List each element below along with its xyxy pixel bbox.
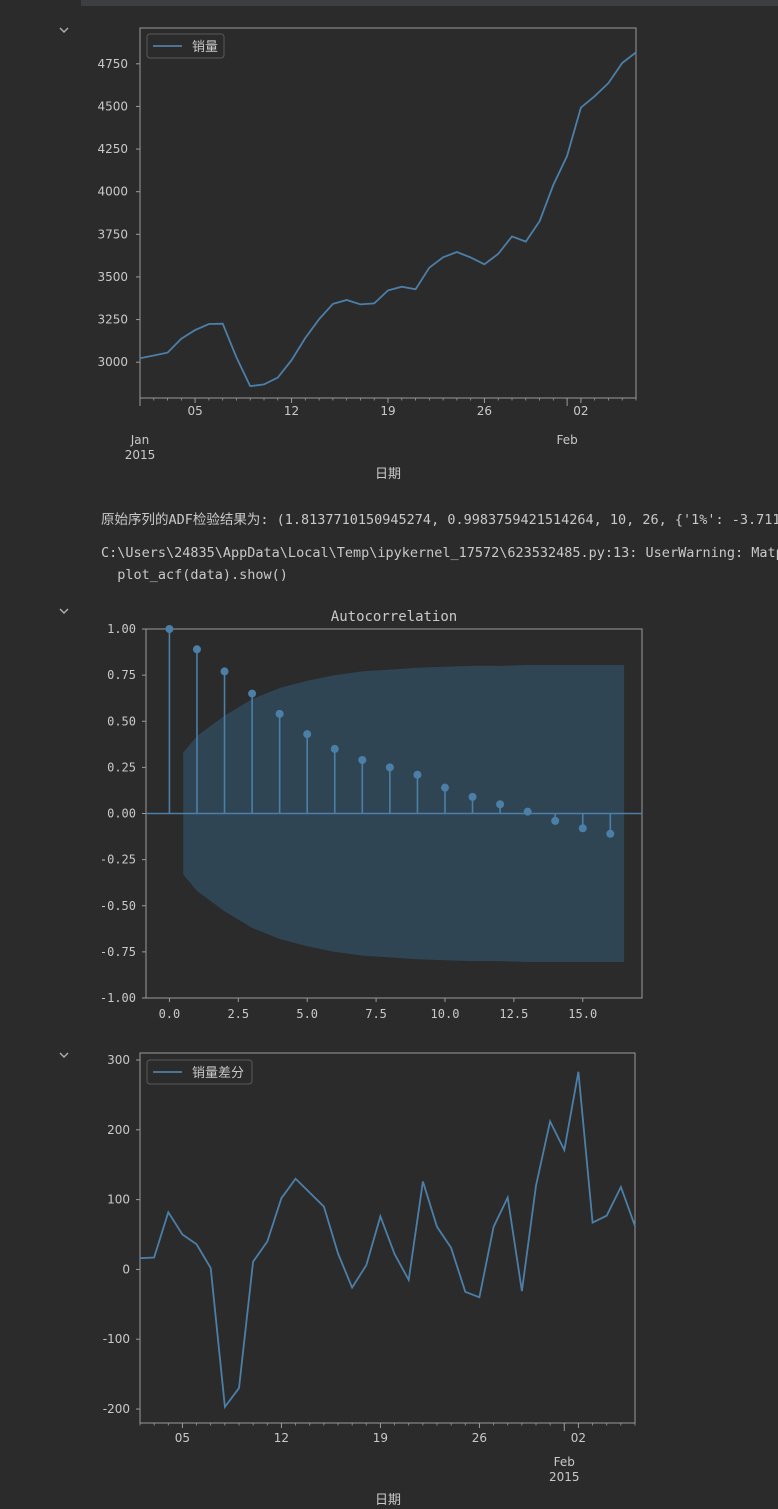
acf-marker [358, 755, 367, 764]
acf-marker [220, 667, 229, 676]
chevron-down-icon[interactable] [57, 1050, 71, 1060]
y-tick-label: 0 [122, 1262, 130, 1276]
x-tick-label: 26 [472, 1431, 487, 1445]
chevron-down-icon[interactable] [57, 606, 71, 616]
y-tick-label: 200 [107, 1123, 130, 1137]
acf-marker [496, 800, 505, 809]
x-tick-label: 05 [175, 1431, 190, 1445]
acf-marker [303, 730, 312, 739]
x-tick-label: 12 [284, 404, 299, 418]
y-tick-label: 4750 [97, 57, 128, 71]
y-tick-label: 0.75 [107, 668, 136, 682]
y-tick-label: -0.50 [100, 899, 136, 913]
x-major-year-label: 2015 [549, 1470, 580, 1484]
chevron-down-icon[interactable] [57, 25, 71, 35]
legend-box [146, 33, 225, 59]
acf-marker [440, 783, 449, 792]
y-tick-label: 4500 [97, 99, 128, 113]
plot-frame [139, 1052, 636, 1424]
acf-marker [523, 807, 532, 816]
x-major-year-label: 2015 [125, 448, 156, 462]
sales-line-chart: 3000 3250 3500 3750 4000 4250 4500 4750 05 12 19 2… [97, 27, 637, 482]
x-tick-label: 26 [477, 404, 492, 418]
x-major-month-label: Feb [556, 433, 577, 447]
x-tick-label: 02 [573, 404, 588, 418]
acf-marker [165, 625, 174, 633]
x-axis-label: 日期 [375, 1493, 401, 1508]
series-line [139, 1071, 636, 1410]
y-tick-label: -100 [103, 1332, 130, 1346]
x-major-month-label: Feb [554, 1455, 575, 1469]
x-major-month-label: Jan [130, 433, 150, 447]
acf-marker [413, 770, 422, 779]
y-tick-label: 4000 [97, 185, 128, 199]
y-tick-label: -200 [103, 1402, 130, 1416]
adf-result-text: 原始序列的ADF检验结果为: (1.8137710150945274, 0.99… [101, 512, 778, 528]
x-tick-label: 5.0 [296, 1007, 318, 1021]
x-tick-label: 7.5 [365, 1007, 387, 1021]
previous-cell-bar [81, 0, 778, 6]
acf-marker [192, 645, 201, 654]
x-tick-label: 19 [373, 1431, 388, 1445]
warning-code-text: plot_acf(data).show() [101, 567, 288, 583]
series-line [139, 51, 637, 388]
x-tick-label: 10.0 [431, 1007, 460, 1021]
acf-marker [551, 816, 560, 825]
acf-marker [275, 709, 284, 718]
legend-label: 销量差分 [192, 1066, 244, 1081]
acf-marker [606, 829, 615, 838]
acf-marker [468, 792, 477, 801]
y-tick-label: 100 [107, 1193, 130, 1207]
x-tick-label: 12 [274, 1431, 289, 1445]
y-tick-label: 0.50 [107, 714, 136, 728]
y-tick-label: 3250 [97, 313, 128, 327]
y-tick-label: 3500 [97, 270, 128, 284]
y-tick-label: -0.75 [100, 945, 136, 959]
y-tick-label: 4250 [97, 142, 128, 156]
acf-marker [248, 689, 257, 698]
acf-chart: Autocorrelation 1.00 0.75 0.50 0.25 0.00 -0.2… [100, 609, 643, 1021]
x-tick-label: 15.0 [568, 1007, 597, 1021]
x-axis-label: 日期 [375, 467, 401, 482]
y-tick-label: -0.25 [100, 853, 136, 867]
y-tick-label: 1.00 [107, 622, 136, 636]
x-tick-label: 02 [571, 1431, 586, 1445]
chart-title: Autocorrelation [331, 609, 457, 625]
acf-marker [385, 763, 394, 772]
y-tick-label: 300 [107, 1053, 130, 1067]
legend-label: 销量 [192, 40, 218, 55]
acf-marker [330, 744, 339, 753]
x-tick-label: 05 [187, 404, 202, 418]
x-tick-label: 2.5 [227, 1007, 249, 1021]
y-tick-label: 0.25 [107, 760, 136, 774]
legend-box [146, 1059, 253, 1085]
x-tick-label: 19 [380, 404, 395, 418]
x-tick-label: 0.0 [159, 1007, 181, 1021]
x-tick-label: 12.5 [499, 1007, 528, 1021]
acf-marker [578, 824, 587, 833]
y-tick-label: 3750 [97, 227, 128, 241]
y-tick-label: 0.00 [107, 807, 136, 821]
y-tick-label: 3000 [97, 355, 128, 369]
warning-text: C:\Users\24835\AppData\Local\Temp\ipyker… [101, 545, 778, 561]
y-tick-label: -1.00 [100, 991, 136, 1005]
